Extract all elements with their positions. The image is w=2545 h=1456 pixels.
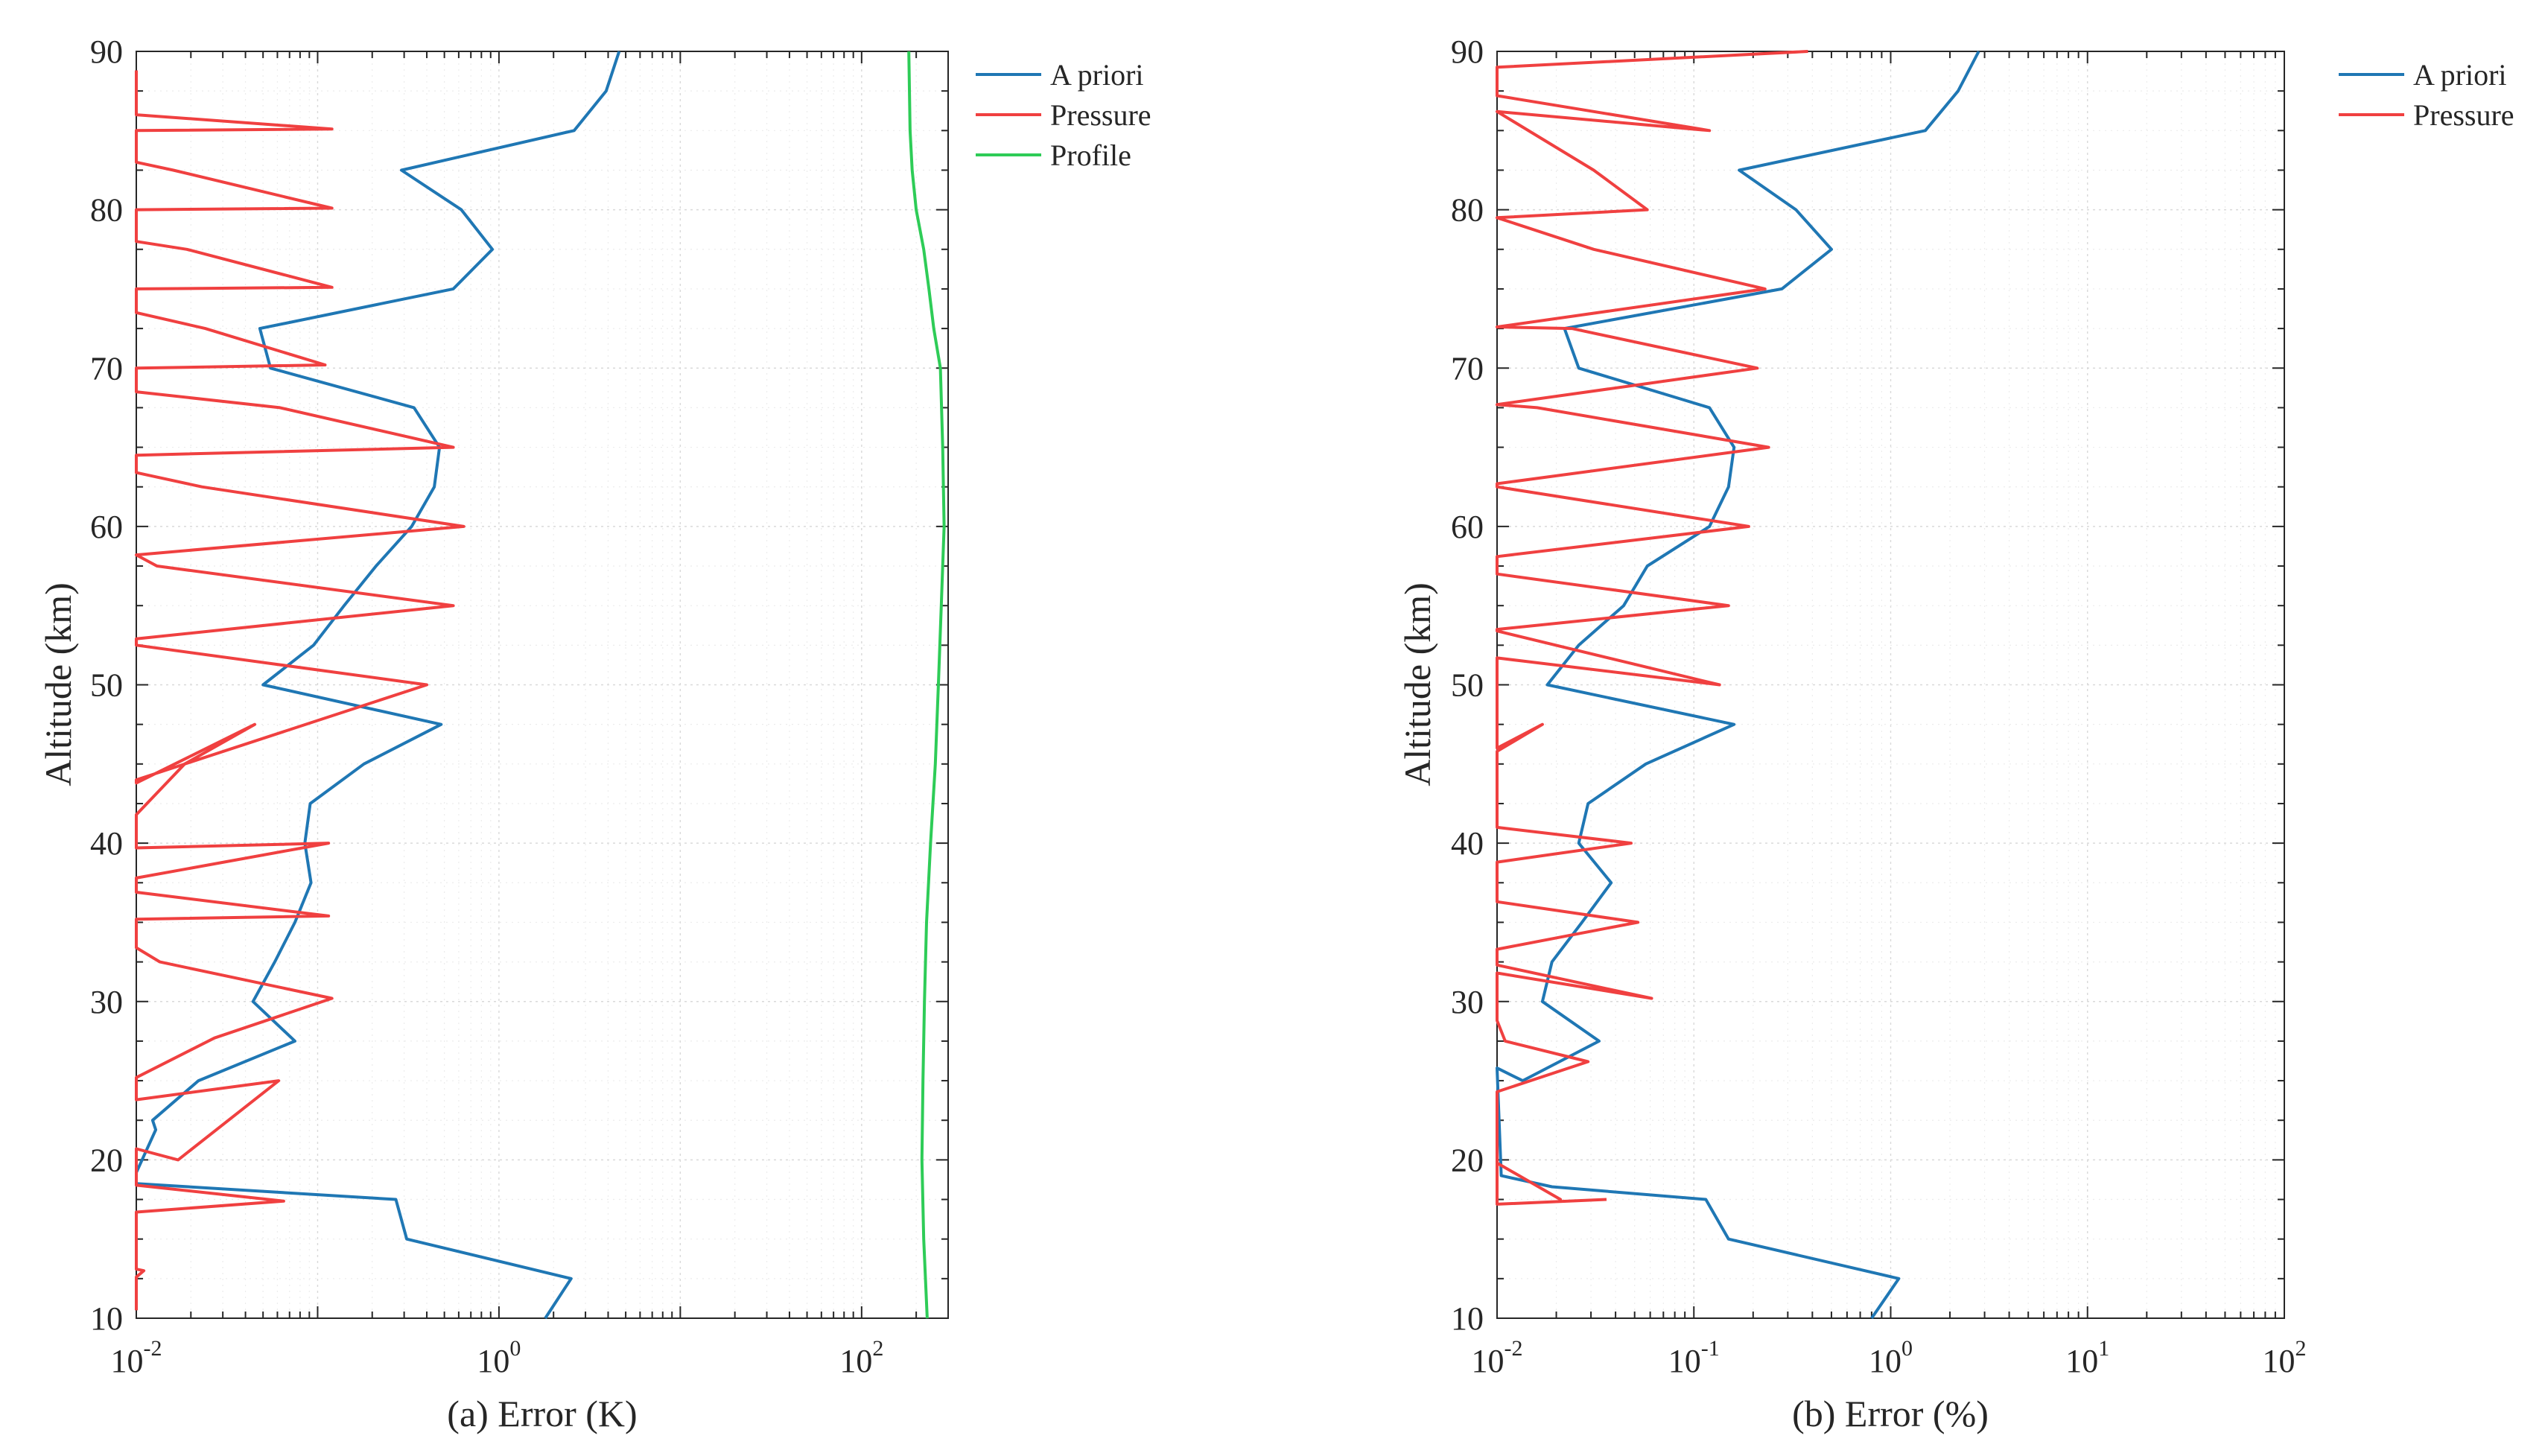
panel-b-xtick-label: 101 [2065, 1336, 2109, 1379]
panel-b-ylabel: Altitude (km) [1397, 582, 1438, 786]
panel-a-series-pressure [135, 70, 466, 1311]
panel-b-legend-label: Pressure [2413, 98, 2514, 132]
panel-a-xtick-label: 10-2 [111, 1336, 162, 1379]
panel-a-ticks: 10 20 30 40 50 60 70 80 90 10-2 100 102 [90, 34, 949, 1379]
panel-b: 10 20 30 40 50 60 70 80 90 10-2 10-1 100 101 102 (b) … [1397, 34, 2514, 1434]
panel-b-xtick-label: 100 [1869, 1336, 1913, 1379]
panel-a-xtick-label: 102 [839, 1336, 883, 1379]
panel-b-ytick-label: 60 [1451, 509, 1484, 545]
panel-a-ytick-label: 20 [90, 1142, 123, 1178]
panel-a-ytick-label: 80 [90, 192, 123, 229]
panel-a-legend-label: A priori [1050, 58, 1144, 92]
panel-a: 10 20 30 40 50 60 70 80 90 10-2 100 102 (a) Error (… [37, 34, 1151, 1434]
panel-b-ytick-label: 30 [1451, 984, 1484, 1020]
panel-b-series-apriori [1496, 51, 1980, 1320]
panel-a-series [135, 51, 946, 1320]
panel-b-ytick-label: 80 [1451, 192, 1484, 229]
panel-a-ylabel: Altitude (km) [37, 582, 79, 786]
panel-a-xtick-label: 100 [477, 1336, 521, 1379]
panel-b-ytick-label: 40 [1451, 825, 1484, 862]
panel-b-ytick-label: 90 [1451, 34, 1484, 70]
panel-b-ytick-label: 70 [1451, 350, 1484, 387]
panel-a-series-profile [907, 51, 946, 1319]
panel-b-xlabel: (b) Error (%) [1792, 1393, 1989, 1434]
panel-a-ytick-label: 50 [90, 667, 123, 704]
panel-a-series-apriori [135, 51, 621, 1320]
panel-a-grid [136, 51, 949, 1319]
panel-a-xlabel: (a) Error (K) [447, 1393, 637, 1434]
panel-a-ytick-label: 60 [90, 509, 123, 545]
panel-a-ytick-label: 40 [90, 825, 123, 862]
panel-b-legend: A priori Pressure [2339, 58, 2514, 132]
panel-b-ytick-label: 10 [1451, 1300, 1484, 1337]
panel-a-ytick-label: 10 [90, 1300, 123, 1337]
panel-a-legend-label: Pressure [1050, 98, 1151, 132]
panel-b-series [1496, 50, 1980, 1320]
panel-b-ytick-label: 20 [1451, 1142, 1484, 1178]
panel-b-grid [1496, 51, 2284, 1319]
panel-b-xtick-label: 10-1 [1668, 1336, 1720, 1379]
panel-a-ytick-label: 30 [90, 984, 123, 1020]
panel-b-ytick-label: 50 [1451, 667, 1484, 704]
panel-b-xtick-label: 10-2 [1472, 1336, 1523, 1379]
panel-a-legend: A priori Pressure Profile [976, 58, 1151, 172]
panel-b-legend-label: A priori [2413, 58, 2507, 92]
panel-b-xtick-label: 102 [2263, 1336, 2307, 1379]
panel-b-ticks: 10 20 30 40 50 60 70 80 90 10-2 10-1 100 101 102 [1451, 34, 2307, 1379]
panel-a-ytick-label: 70 [90, 350, 123, 387]
panel-b-series-pressure [1496, 50, 1808, 1206]
panel-a-legend-label: Profile [1050, 139, 1131, 172]
panel-a-ytick-label: 90 [90, 34, 123, 70]
